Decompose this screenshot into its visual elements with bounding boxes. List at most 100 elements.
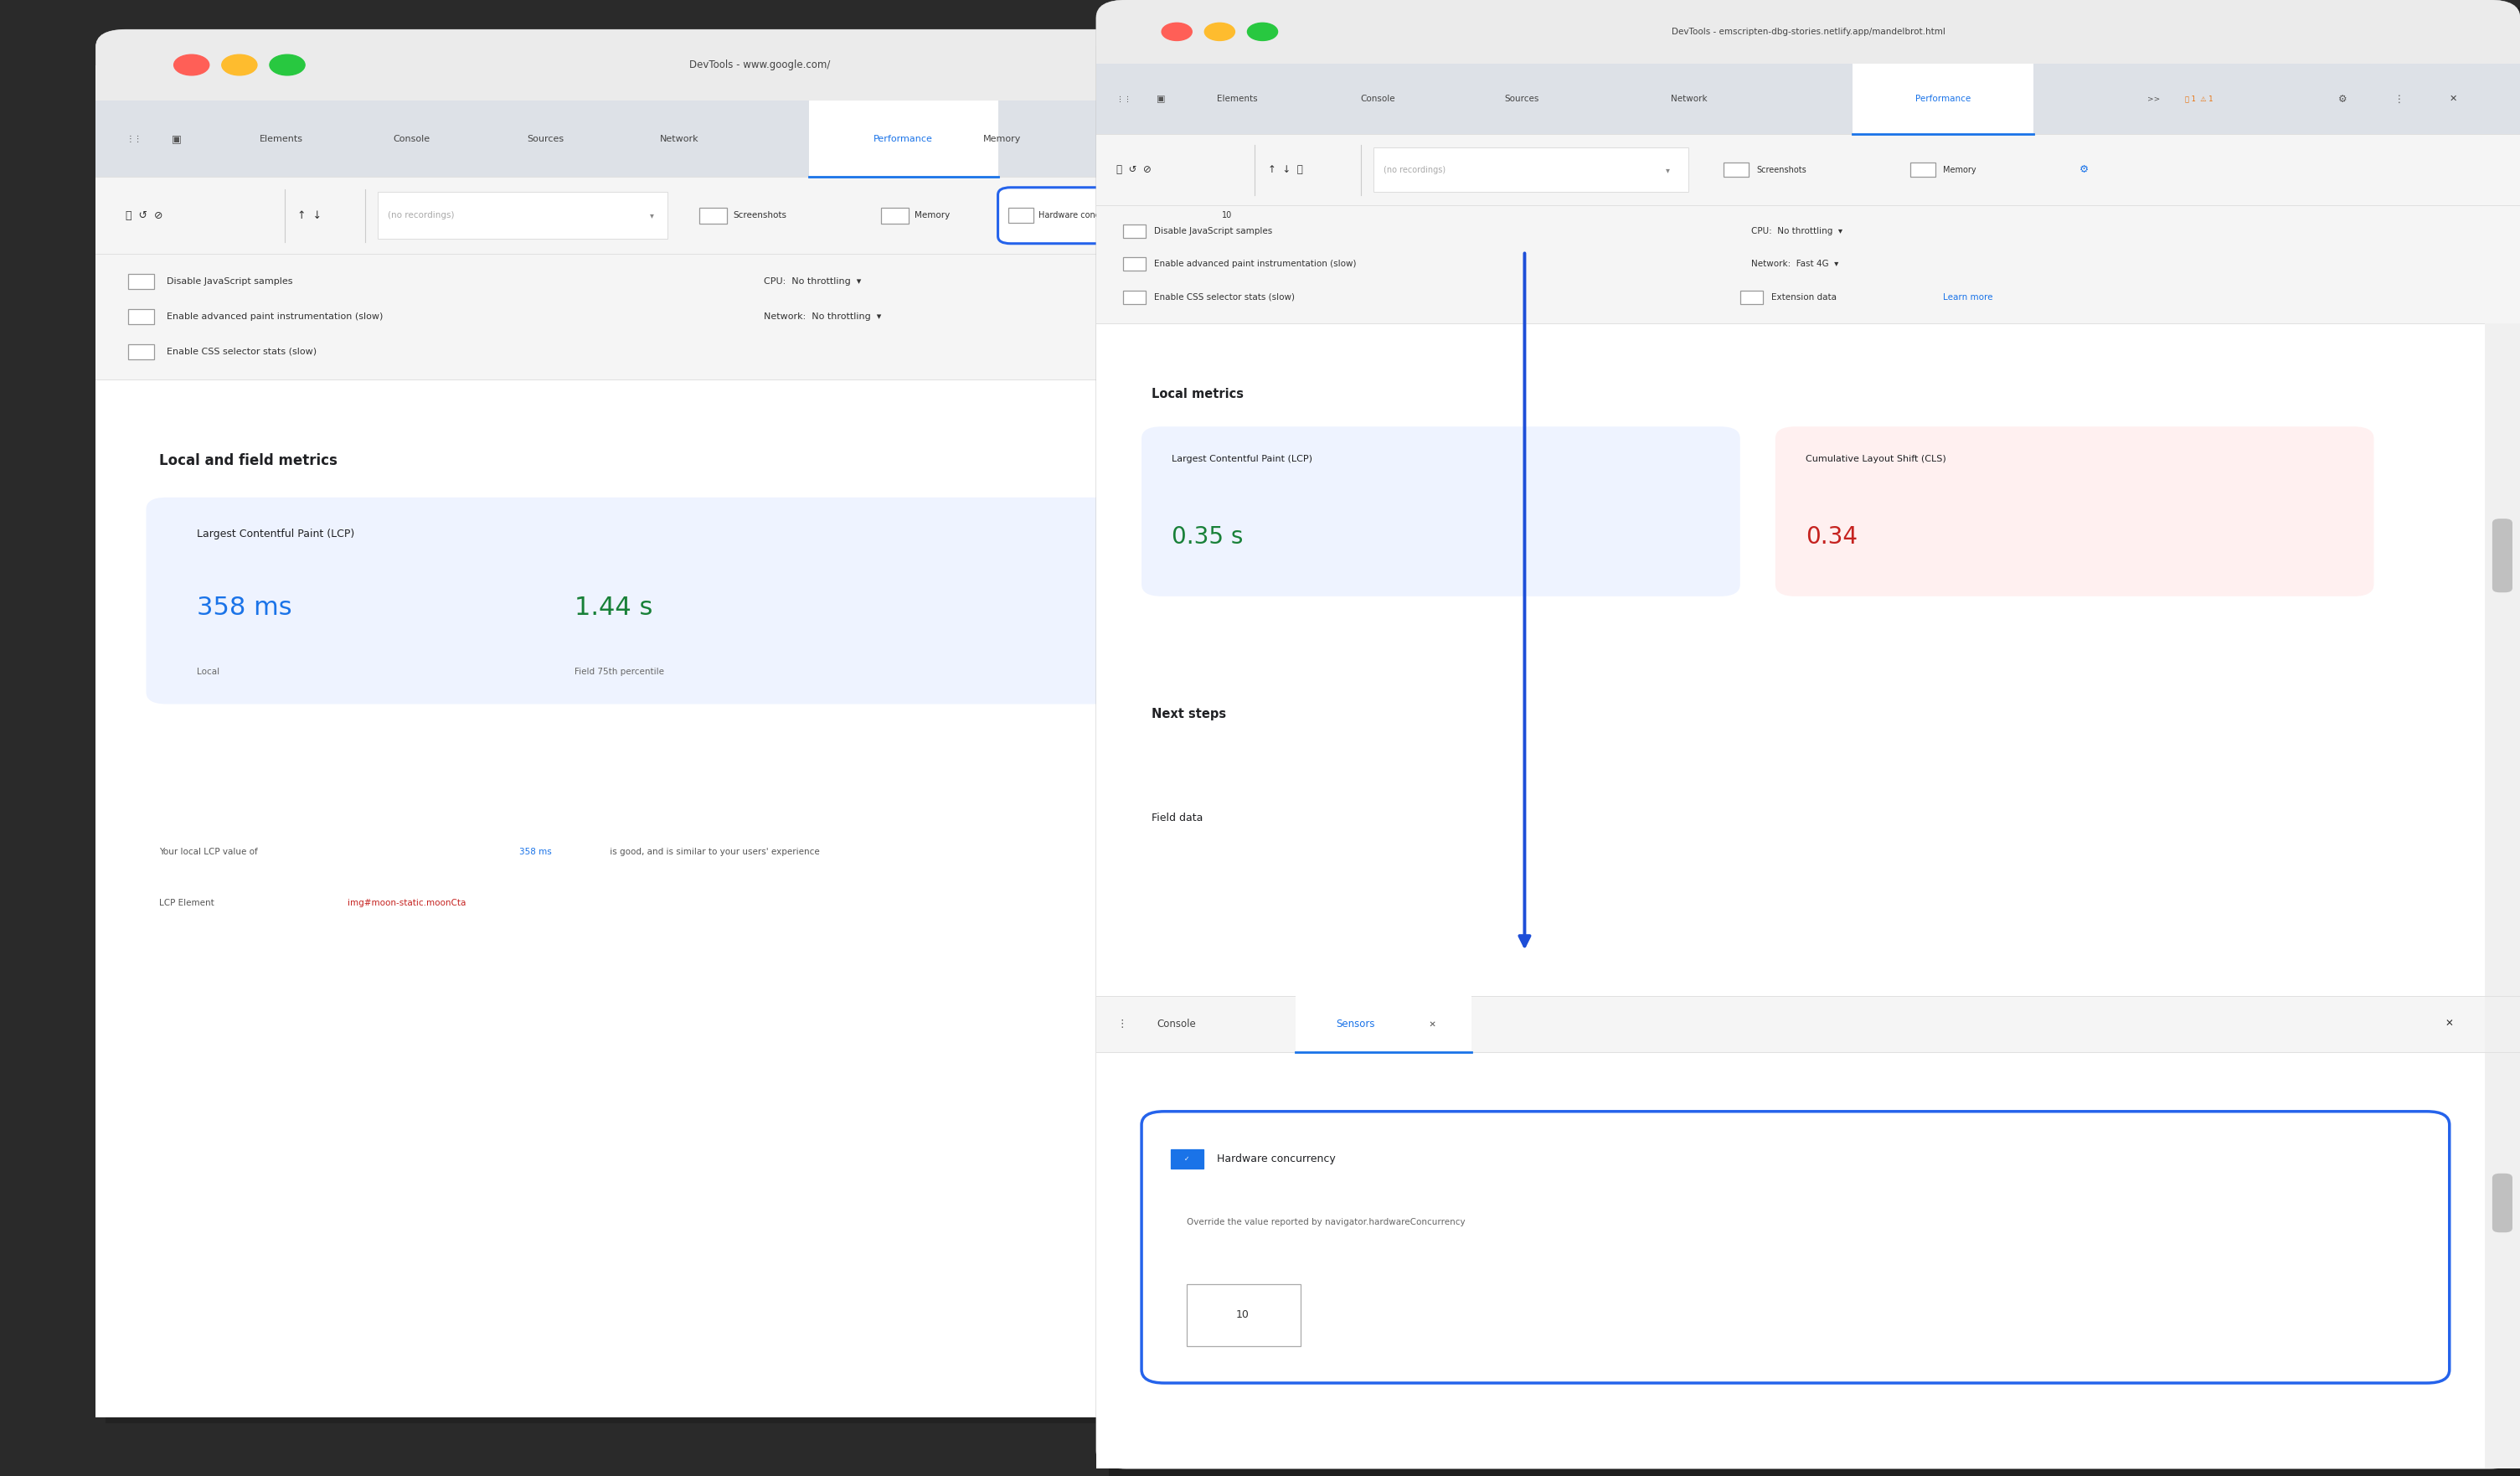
Text: Your local LCP value of: Your local LCP value of — [159, 847, 260, 856]
Text: ⚙: ⚙ — [1323, 133, 1333, 145]
Text: Performance: Performance — [874, 134, 932, 143]
Text: CPU:  No throttling  ▾: CPU: No throttling ▾ — [764, 277, 862, 286]
Circle shape — [174, 55, 209, 75]
Text: (no recordings): (no recordings) — [388, 211, 454, 220]
Text: Network: Network — [1671, 94, 1706, 103]
Bar — [1096, 32, 2520, 63]
Text: ⋮: ⋮ — [1116, 1018, 1126, 1030]
Text: Override the value reported by navigator.hardwareConcurrency: Override the value reported by navigator… — [1187, 1218, 1467, 1227]
Bar — [129, 275, 154, 289]
FancyBboxPatch shape — [1142, 1111, 2449, 1383]
Text: 💬 3: 💬 3 — [1260, 134, 1273, 143]
Text: Enable advanced paint instrumentation (slow): Enable advanced paint instrumentation (s… — [166, 313, 383, 320]
Bar — [1096, 63, 2520, 134]
Text: ⚠ 2: ⚠ 2 — [1134, 134, 1149, 143]
Text: CPU:  No throttling  ▾: CPU: No throttling ▾ — [1751, 227, 1842, 235]
Text: Local metrics: Local metrics — [1152, 388, 1245, 400]
Text: ⏺  ↺  ⊘: ⏺ ↺ ⊘ — [126, 210, 164, 221]
Text: Disable JavaScript samples: Disable JavaScript samples — [1154, 227, 1273, 235]
Text: Screenshots: Screenshots — [1756, 165, 1807, 174]
FancyBboxPatch shape — [1774, 427, 2374, 596]
Bar — [1124, 224, 1147, 238]
Text: ✕: ✕ — [1426, 1020, 1436, 1029]
Bar — [1910, 162, 1935, 177]
Bar — [96, 177, 1424, 254]
Text: ▣: ▣ — [1157, 94, 1164, 103]
Text: Extension data: Extension data — [1235, 211, 1300, 220]
Text: Cumulative Layout Shift (CLS): Cumulative Layout Shift (CLS) — [1804, 455, 1945, 463]
Bar — [1008, 208, 1033, 223]
Text: Console: Console — [393, 134, 431, 143]
Bar — [1109, 7, 2520, 1476]
Circle shape — [1247, 24, 1278, 40]
Text: DevTools - www.google.com/: DevTools - www.google.com/ — [690, 59, 829, 71]
Bar — [1741, 291, 1764, 304]
Text: Local: Local — [197, 667, 219, 676]
Text: ▾: ▾ — [1666, 165, 1671, 174]
Bar — [1096, 996, 2520, 1469]
Bar — [1197, 193, 1260, 238]
Bar — [378, 192, 668, 239]
Text: (no recordings): (no recordings) — [1383, 165, 1446, 174]
Bar — [1724, 162, 1749, 177]
Text: img#moon-static.moonCta: img#moon-static.moonCta — [348, 899, 466, 908]
Text: Elements: Elements — [260, 134, 302, 143]
Text: Largest Contentful Paint (LCP): Largest Contentful Paint (LCP) — [197, 528, 355, 540]
Bar — [698, 208, 726, 224]
FancyBboxPatch shape — [1096, 0, 2520, 1469]
Text: Local and field metrics: Local and field metrics — [159, 453, 338, 468]
Bar — [129, 310, 154, 325]
Text: 0.34: 0.34 — [1804, 525, 1857, 549]
Text: Memory: Memory — [1943, 165, 1976, 174]
Text: ⚠ 2: ⚠ 2 — [1197, 134, 1212, 143]
Text: Learn more: Learn more — [1943, 294, 1993, 301]
Text: Sensors: Sensors — [1336, 1018, 1376, 1030]
Text: Enable CSS selector stats (slow): Enable CSS selector stats (slow) — [1154, 294, 1295, 301]
FancyBboxPatch shape — [2492, 518, 2512, 592]
Text: ✓: ✓ — [1184, 1154, 1189, 1163]
FancyBboxPatch shape — [1142, 427, 1739, 596]
Text: Largest Contentful Paint (LCP): Largest Contentful Paint (LCP) — [1172, 455, 1313, 463]
Text: Memory: Memory — [915, 211, 950, 220]
Text: 358 ms: 358 ms — [519, 847, 552, 856]
Text: Console: Console — [1157, 1018, 1197, 1030]
Bar — [1096, 205, 2520, 323]
Bar — [96, 254, 1424, 379]
Text: ↑  ↓: ↑ ↓ — [297, 210, 323, 221]
Text: Screenshots: Screenshots — [733, 211, 786, 220]
Text: >>: >> — [1096, 134, 1109, 143]
Circle shape — [1162, 24, 1192, 40]
Circle shape — [1205, 24, 1235, 40]
Bar — [1373, 148, 1688, 192]
Text: Field 75th percentile: Field 75th percentile — [575, 667, 665, 676]
Text: Network: Network — [660, 134, 698, 143]
Text: Console: Console — [1361, 94, 1396, 103]
Text: ↑  ↓  🏠: ↑ ↓ 🏠 — [1268, 164, 1303, 176]
Text: Disable JavaScript samples: Disable JavaScript samples — [166, 277, 292, 286]
Text: Application: Application — [1129, 134, 1182, 143]
FancyBboxPatch shape — [998, 187, 1293, 244]
Bar — [1295, 996, 1472, 1052]
Bar — [96, 65, 1424, 100]
Text: Network:  No throttling  ▾: Network: No throttling ▾ — [764, 313, 882, 320]
Text: Hardware concurrency: Hardware concurrency — [1217, 1153, 1336, 1165]
Text: Sources: Sources — [527, 134, 564, 143]
Text: Field data: Field data — [1152, 812, 1202, 824]
Text: Memory: Memory — [983, 134, 1021, 143]
Text: DevTools - emscripten-dbg-stories.netlify.app/mandelbrot.html: DevTools - emscripten-dbg-stories.netlif… — [1671, 28, 1945, 35]
Text: ⋮⋮: ⋮⋮ — [126, 134, 141, 143]
Bar — [1169, 1148, 1205, 1169]
Circle shape — [222, 55, 257, 75]
Circle shape — [270, 55, 305, 75]
FancyBboxPatch shape — [146, 497, 1373, 704]
Text: Sources: Sources — [1504, 94, 1540, 103]
Text: >>: >> — [2147, 94, 2160, 103]
Text: Enable CSS selector stats (slow): Enable CSS selector stats (slow) — [166, 347, 318, 356]
Bar — [96, 379, 1424, 1417]
FancyBboxPatch shape — [1096, 0, 2520, 63]
Bar — [1096, 996, 2520, 1052]
Bar — [1096, 134, 2520, 205]
Text: 1.44 s: 1.44 s — [575, 596, 653, 620]
Text: Elements: Elements — [1217, 94, 1257, 103]
Text: ⋮: ⋮ — [1373, 133, 1383, 145]
